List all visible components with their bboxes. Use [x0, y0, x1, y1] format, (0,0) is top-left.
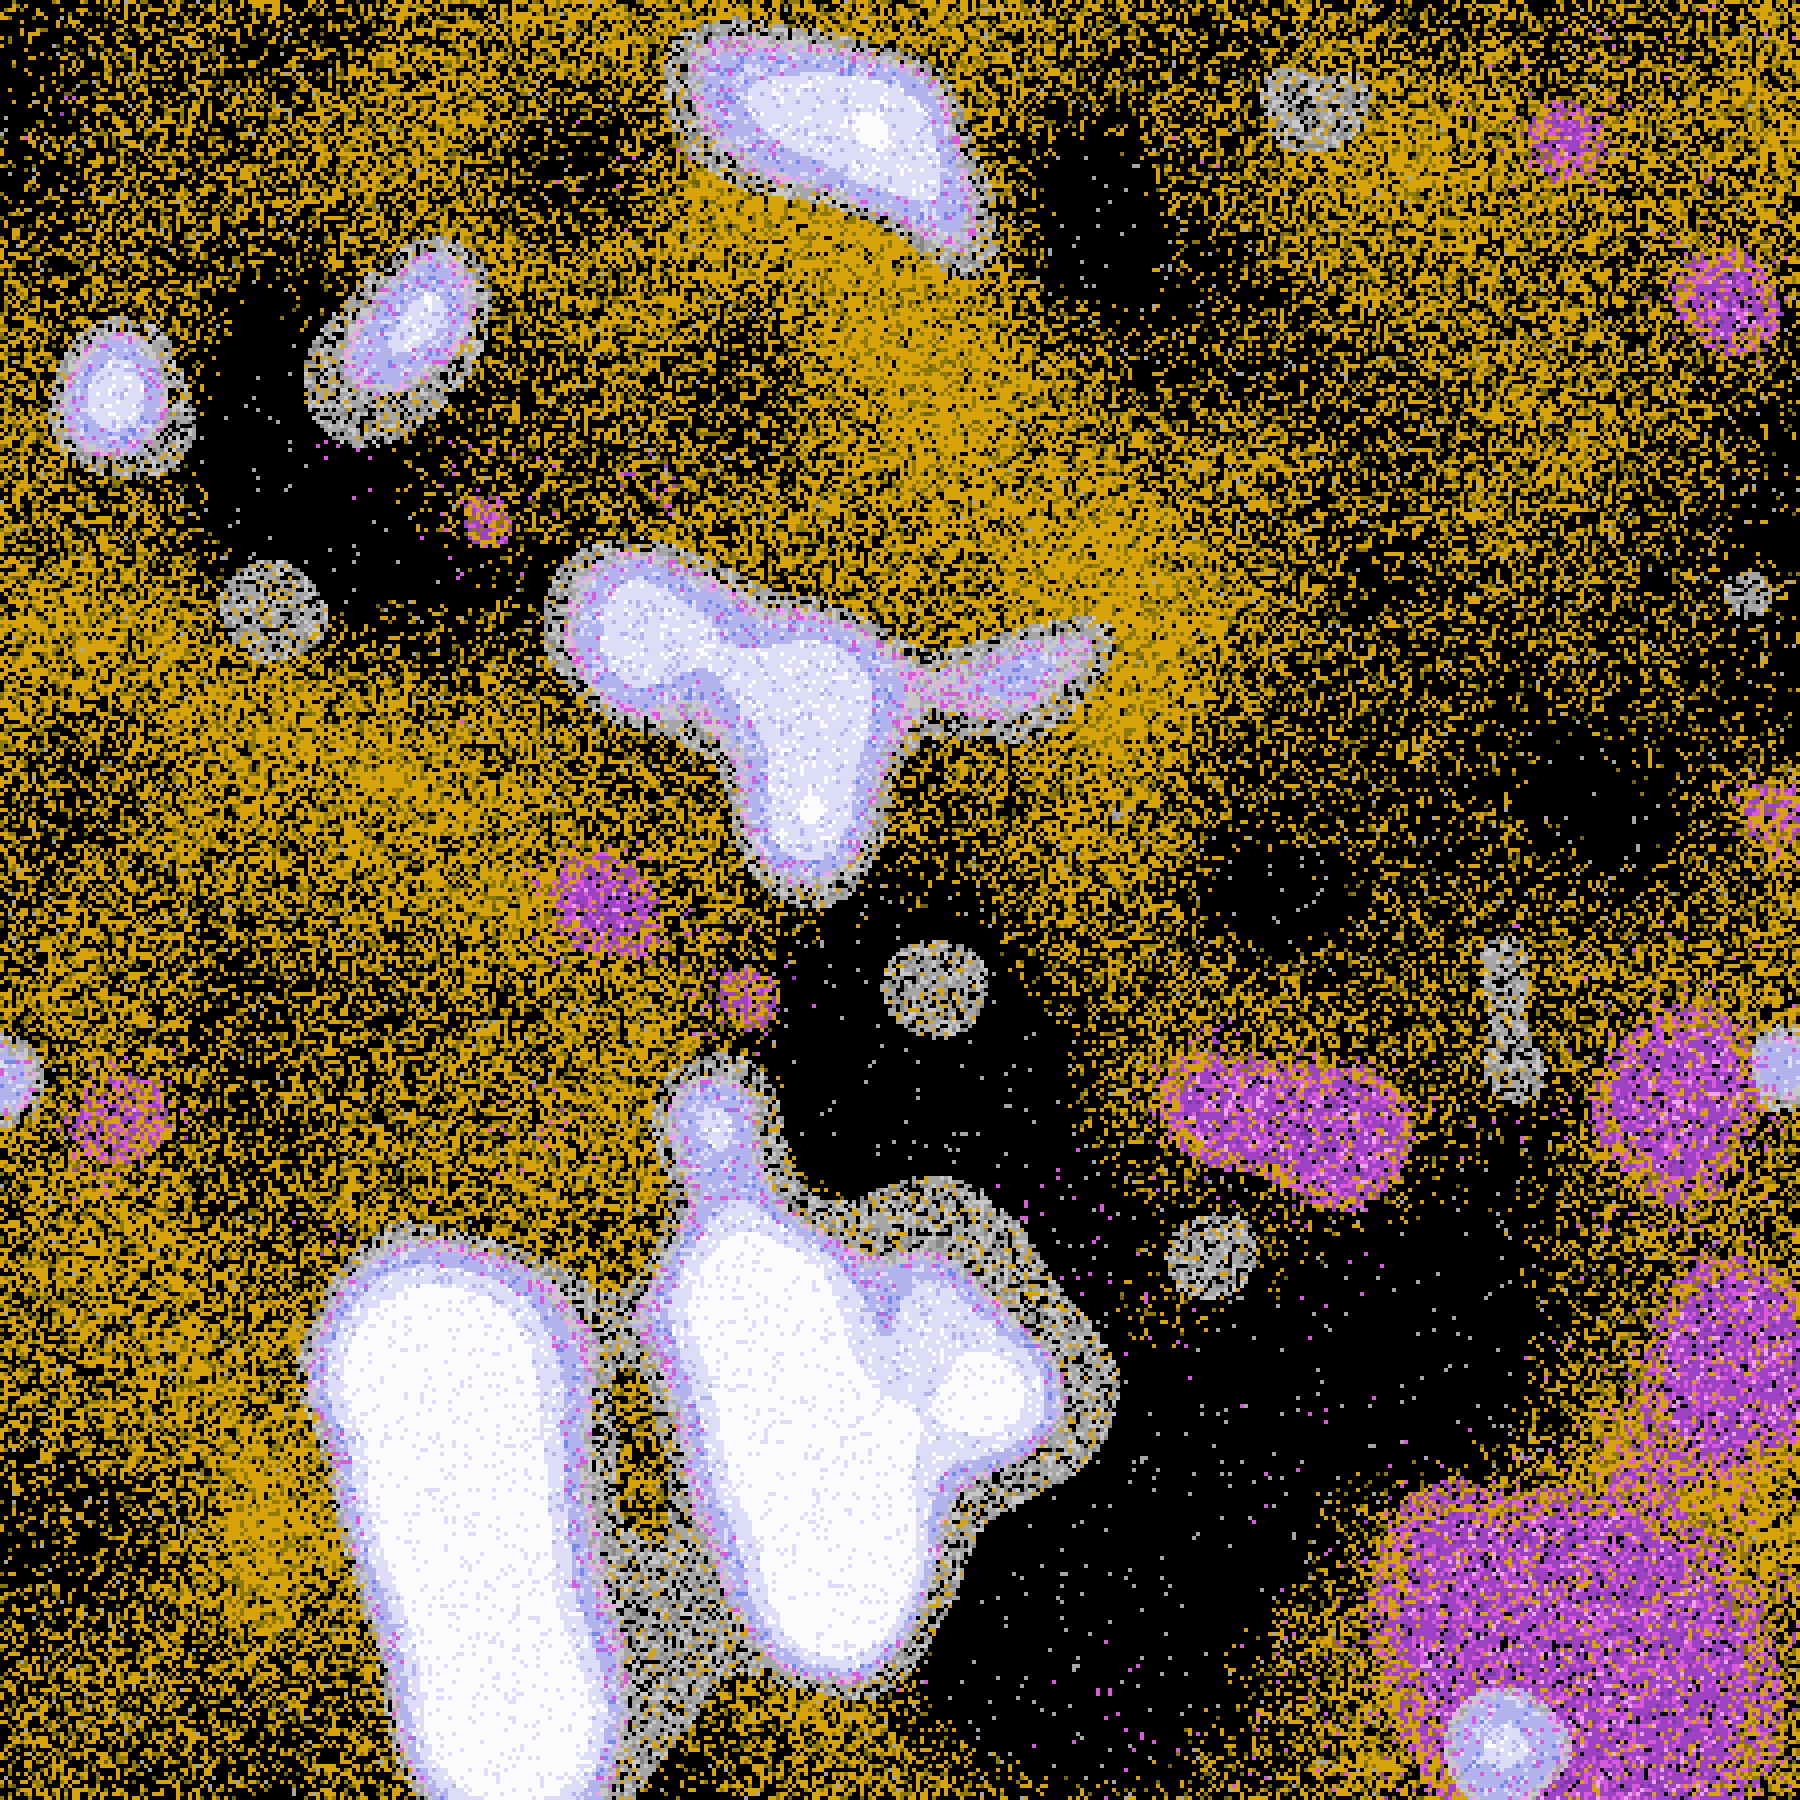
satellite-image-view	[0, 0, 1800, 1800]
false-color-satellite-image	[0, 0, 1800, 1800]
